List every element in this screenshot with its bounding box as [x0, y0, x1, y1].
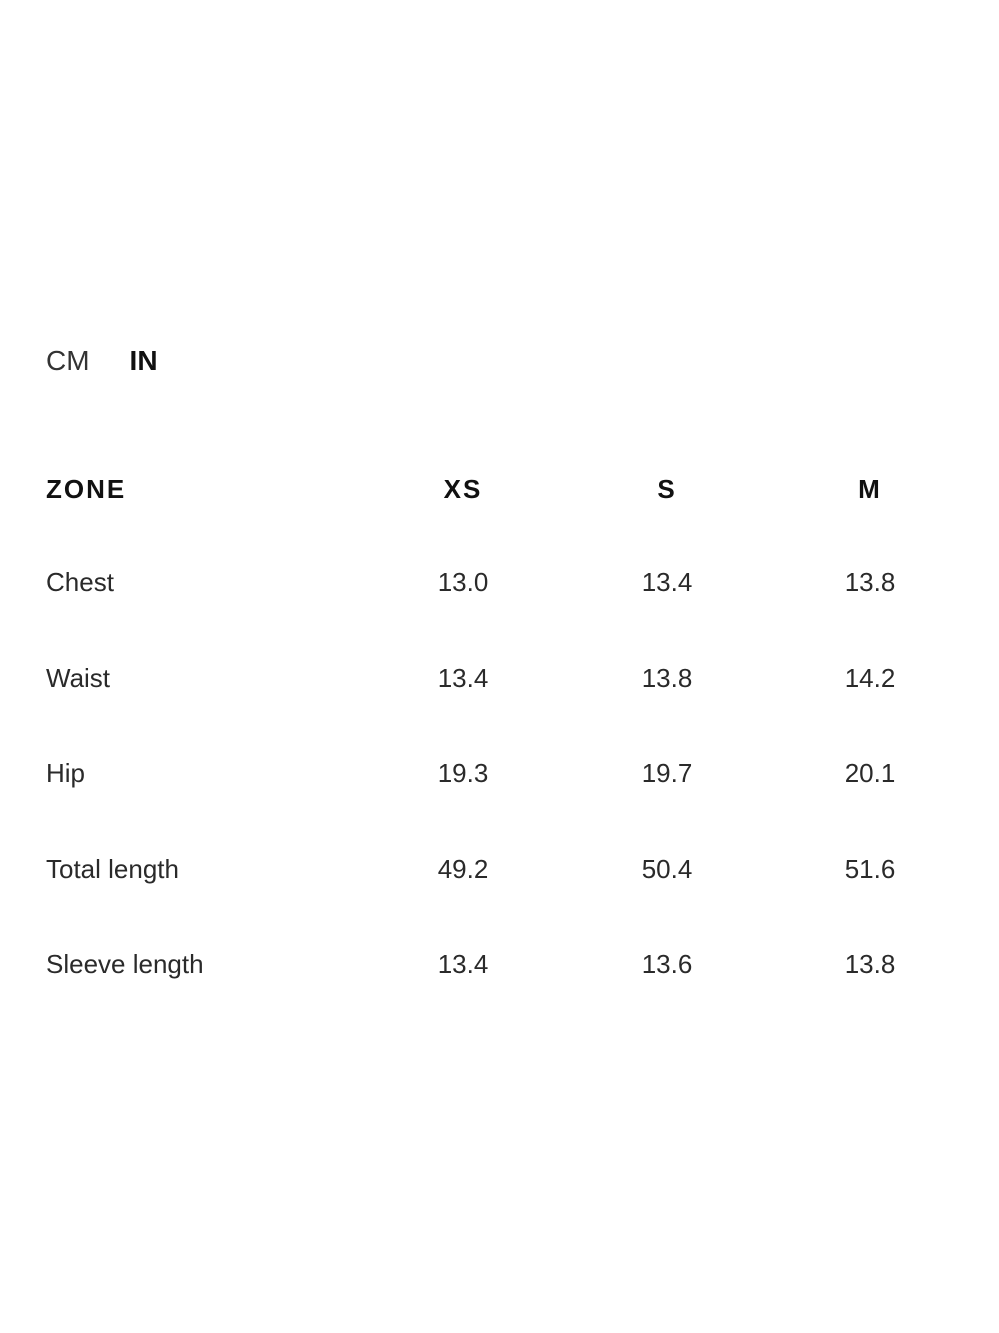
measurement-value: 50.4: [641, 853, 693, 884]
zone-label: Total length: [46, 853, 179, 884]
table-row: Chest 13.0 13.4 13.8: [0, 563, 999, 659]
measurement-value: 13.6: [641, 949, 693, 979]
zone-label: Hip: [46, 758, 86, 788]
measurement-value: 13.8: [641, 662, 693, 693]
measurement-value: 14.2: [844, 662, 896, 693]
measurement-value: 13.8: [844, 567, 896, 597]
table-row: Hip 19.3 19.7 20.1: [0, 754, 999, 850]
zone-label: Sleeve length: [46, 949, 204, 979]
table-row: Waist 13.4 13.8 14.2: [0, 659, 999, 755]
size-chart-table: ZONE XS S M Chest 13.0 13.4 13.8 Waist 13.4 13.8 14…: [0, 470, 999, 1041]
size-header: M: [858, 474, 882, 504]
measurement-value: 13.4: [437, 949, 489, 979]
measurement-value: 13.4: [437, 662, 489, 693]
unit-toggle: CM IN: [46, 345, 158, 377]
measurement-value: 49.2: [437, 853, 489, 884]
zone-label: Chest: [46, 567, 114, 597]
size-header: XS: [443, 474, 483, 504]
size-header: S: [657, 474, 677, 504]
measurement-value: 20.1: [844, 758, 896, 788]
unit-in-button[interactable]: IN: [129, 345, 158, 376]
zone-label: Waist: [46, 662, 111, 693]
measurement-value: 13.8: [844, 949, 896, 979]
unit-cm-button[interactable]: CM: [46, 345, 90, 376]
zone-header: ZONE: [46, 474, 127, 504]
table-header-row: ZONE XS S M: [0, 470, 999, 563]
table-row: Total length 49.2 50.4 51.6: [0, 850, 999, 946]
measurement-value: 13.4: [641, 567, 693, 597]
measurement-value: 19.7: [641, 758, 693, 788]
measurement-value: 19.3: [437, 758, 489, 788]
table-row: Sleeve length 13.4 13.6 13.8: [0, 945, 999, 1041]
measurement-value: 13.0: [437, 567, 489, 597]
measurement-value: 51.6: [844, 853, 896, 884]
